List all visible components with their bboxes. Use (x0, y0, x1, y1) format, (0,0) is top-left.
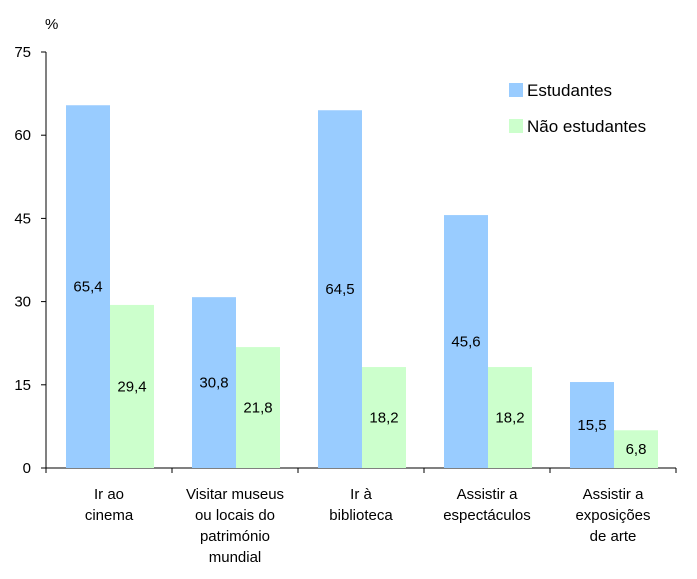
x-category-label: Ir ao (94, 486, 124, 503)
bar-estudantes (570, 382, 614, 468)
data-label: 21,8 (243, 400, 272, 417)
data-label: 30,8 (199, 375, 228, 392)
category-labels-group: Ir ao cinema Visitar museus ou locais do pat… (85, 486, 651, 566)
bar-estudantes (318, 110, 362, 469)
x-category-label: ou locais do (195, 507, 275, 524)
x-category-label: cinema (85, 507, 134, 524)
x-category-label: Assistir a (457, 486, 519, 503)
legend-label: Não estudantes (527, 117, 646, 136)
x-category-label: Visitar museus (186, 486, 284, 503)
legend: Estudantes Não estudantes (509, 81, 646, 136)
data-label: 65,4 (73, 279, 102, 296)
bar-estudantes (66, 105, 110, 469)
x-category-label: mundial (209, 549, 262, 566)
y-tick-label: 30 (14, 294, 31, 311)
bar-nao-estudantes (488, 367, 532, 468)
bar-estudantes (444, 215, 488, 468)
x-category-label: exposições (575, 507, 650, 524)
legend-label: Estudantes (527, 81, 612, 100)
bars-group (66, 105, 658, 469)
bar-nao-estudantes (614, 430, 658, 468)
legend-swatch (509, 83, 523, 97)
x-category-label: património (200, 528, 270, 545)
data-labels-group: 65,4 30,8 64,5 45,6 15,5 29,4 21,8 18,2 18,2 6,8 (73, 279, 646, 459)
data-label: 45,6 (451, 334, 480, 351)
data-label: 18,2 (369, 410, 398, 427)
y-unit-label: % (45, 16, 58, 33)
bar-nao-estudantes (236, 347, 280, 468)
x-category-label: Ir à (350, 486, 372, 503)
y-tick-label: 60 (14, 127, 31, 144)
y-tick-label: 0 (23, 460, 31, 477)
bar-estudantes (192, 297, 236, 468)
bar-nao-estudantes (362, 367, 406, 468)
y-tick-label: 15 (14, 377, 31, 394)
data-label: 15,5 (577, 417, 606, 434)
y-tick-label: 75 (14, 44, 31, 61)
y-tick-label: 45 (14, 210, 31, 227)
x-category-label: de arte (590, 528, 637, 545)
data-label: 29,4 (117, 378, 146, 395)
x-category-label: biblioteca (329, 507, 393, 524)
x-category-label: Assistir a (583, 486, 645, 503)
legend-swatch (509, 119, 523, 133)
x-category-label: espectáculos (443, 507, 531, 524)
data-label: 6,8 (626, 441, 647, 458)
data-label: 18,2 (495, 410, 524, 427)
bar-nao-estudantes (110, 304, 154, 468)
data-label: 64,5 (325, 281, 354, 298)
